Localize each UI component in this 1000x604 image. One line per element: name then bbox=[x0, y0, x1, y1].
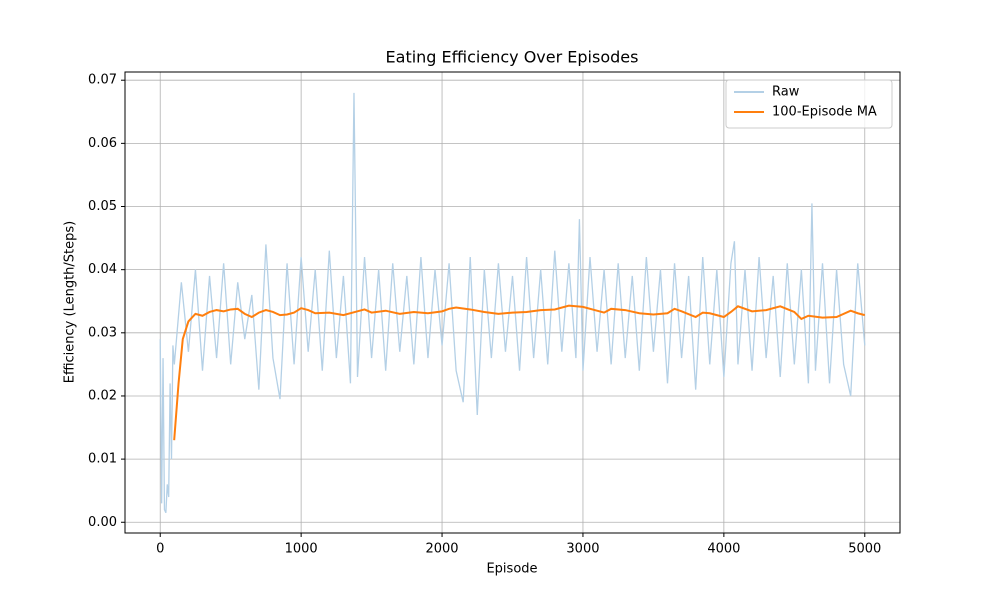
y-tick-label: 0.03 bbox=[88, 325, 117, 340]
x-tick-label: 1000 bbox=[285, 542, 318, 557]
x-tick-label: 5000 bbox=[848, 542, 881, 557]
series-line bbox=[173, 304, 866, 441]
y-tick-label: 0.07 bbox=[88, 73, 117, 88]
chart-title: Eating Efficiency Over Episodes bbox=[386, 48, 639, 67]
y-tick-label: 0.04 bbox=[88, 262, 117, 277]
y-tick-label: 0.05 bbox=[88, 199, 117, 214]
x-tick-label: 0 bbox=[156, 542, 164, 557]
legend-label: 100-Episode MA bbox=[772, 105, 877, 120]
y-tick-label: 0.06 bbox=[88, 136, 117, 151]
y-tick-label: 0.00 bbox=[88, 515, 117, 530]
legend-box bbox=[725, 79, 893, 129]
y-tick-label: 0.02 bbox=[88, 388, 117, 403]
legend: Raw 100-Episode MA bbox=[725, 79, 893, 129]
plot-frame bbox=[124, 71, 901, 534]
legend-label: Raw bbox=[772, 85, 800, 100]
y-axis-label: Efficiency (Length/Steps) bbox=[63, 221, 78, 384]
x-axis-label: Episode bbox=[486, 562, 537, 577]
x-tick-label: 4000 bbox=[707, 542, 740, 557]
x-tick-label: 3000 bbox=[566, 542, 599, 557]
x-tick-label: 2000 bbox=[425, 542, 458, 557]
y-tick-label: 0.01 bbox=[88, 452, 117, 467]
